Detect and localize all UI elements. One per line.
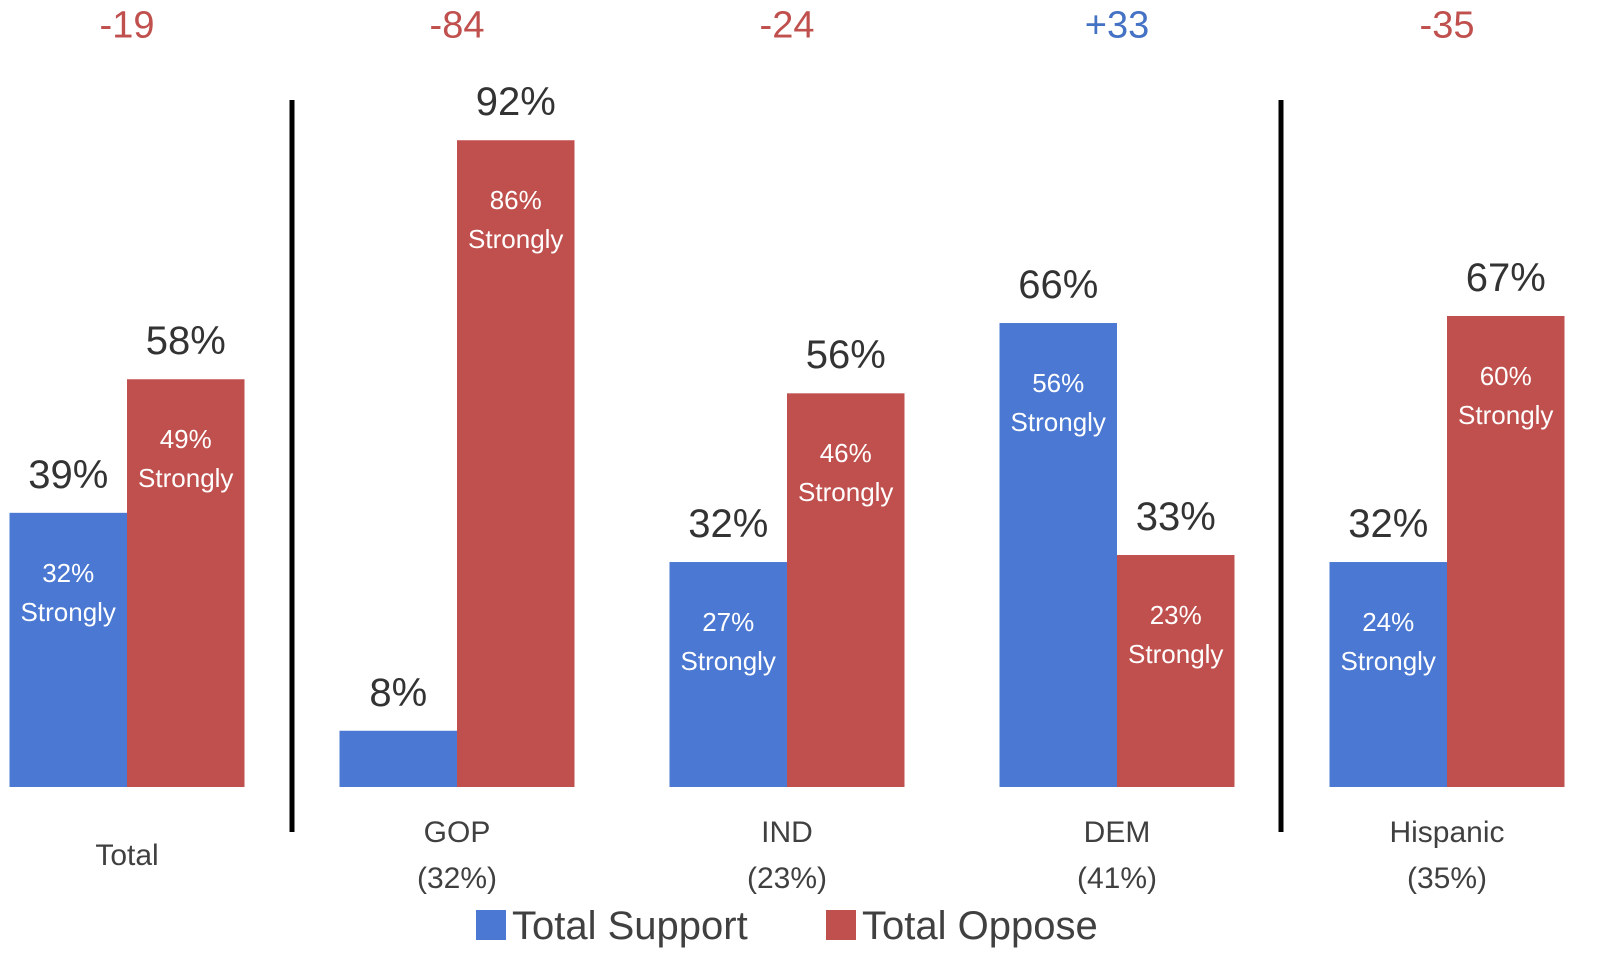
bar (339, 730, 457, 787)
value-label: 33% (1135, 495, 1216, 539)
bar (127, 379, 245, 787)
bar (9, 512, 127, 787)
value-label: 32% (1348, 502, 1429, 547)
strongly-label: 27% Strongly (680, 607, 776, 677)
strongly-label: 49% Strongly (138, 424, 234, 494)
strongly-label: 60% Strongly (1458, 360, 1554, 430)
value-label: 56% (805, 333, 886, 378)
bar (1329, 562, 1447, 787)
legend-label: Total Oppose (862, 904, 1098, 948)
strongly-label: 56% Strongly (1010, 368, 1106, 438)
strongly-label: 23% Strongly (1128, 600, 1224, 669)
bar (1447, 315, 1565, 787)
bar (669, 562, 787, 787)
value-label: 67% (1465, 255, 1546, 300)
value-label: 32% (688, 502, 769, 547)
strongly-label: 32% Strongly (20, 557, 116, 627)
net-label: -35 (1419, 4, 1475, 47)
strongly-label: 24% Strongly (1340, 607, 1436, 677)
x-tick-label: DEM (41%) (1076, 816, 1158, 895)
strongly-label: 86% Strongly (468, 185, 564, 255)
value-label: 58% (145, 319, 226, 364)
bar (999, 323, 1117, 787)
x-tick-label: Total (95, 839, 159, 872)
value-label: 8% (369, 670, 428, 715)
value-label: 39% (28, 452, 109, 497)
x-tick-label: GOP (32%) (416, 816, 498, 895)
value-label: 92% (475, 80, 556, 125)
net-label: -84 (429, 4, 485, 47)
x-tick-label: IND (23%) (746, 816, 828, 895)
bar (457, 140, 575, 788)
net-label: -19 (99, 4, 155, 47)
net-label: +33 (1084, 4, 1150, 47)
legend-label: Total Support (512, 904, 748, 948)
value-label: 66% (1018, 263, 1099, 308)
legend-swatch (476, 910, 506, 940)
legend-swatch (826, 910, 856, 940)
strongly-label: 46% Strongly (798, 438, 894, 508)
bar (1117, 555, 1235, 787)
net-label: -24 (759, 4, 815, 47)
bar (787, 393, 905, 787)
x-tick-label: Hispanic (35%) (1389, 816, 1505, 895)
